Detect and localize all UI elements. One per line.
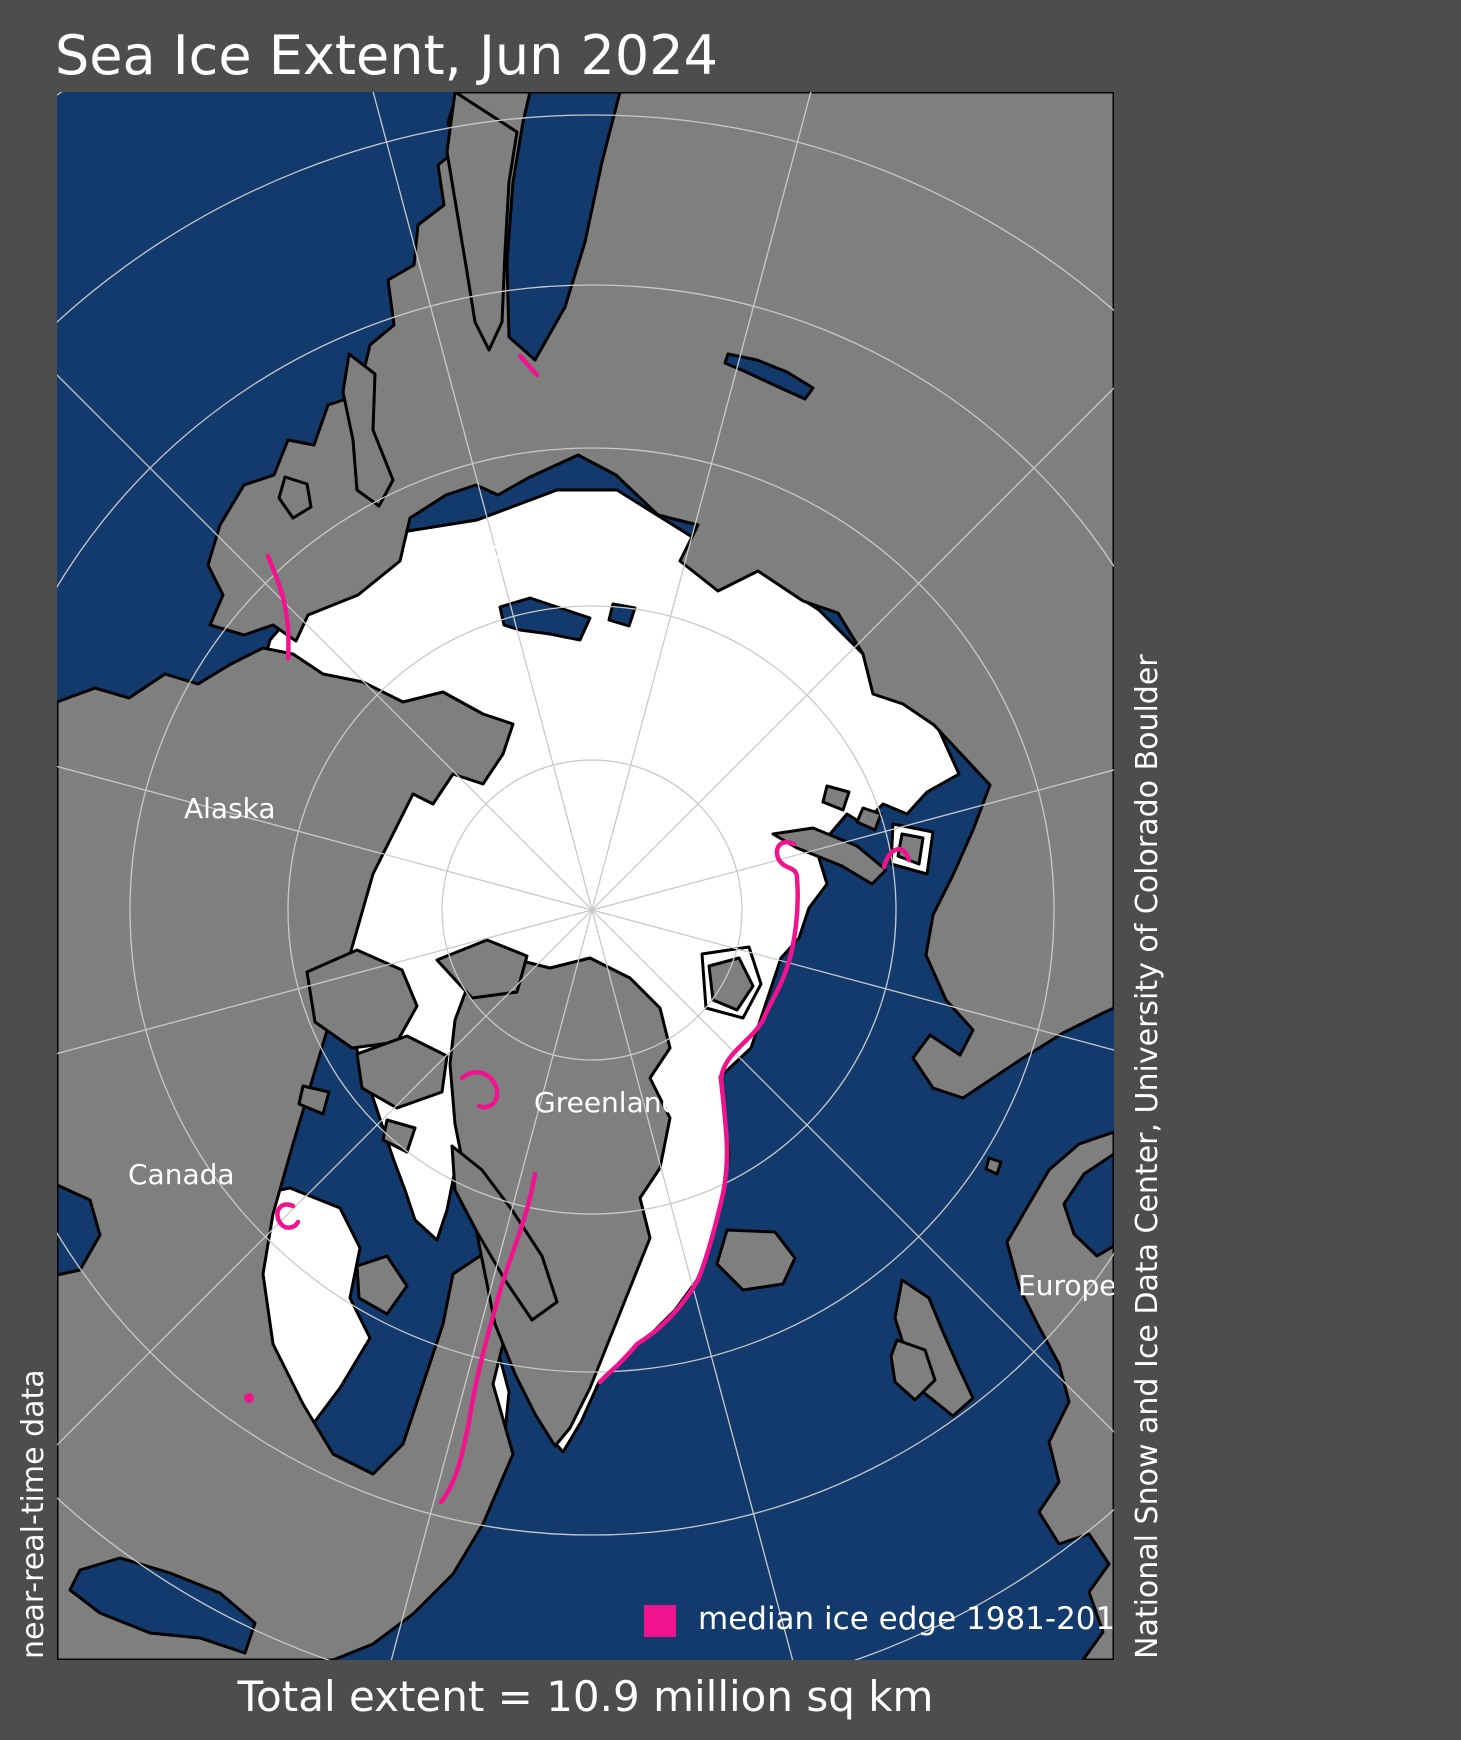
scandinavia-europe-landmass bbox=[1005, 1130, 1114, 1660]
graticule bbox=[57, 92, 1114, 1660]
median-edge-bering bbox=[265, 553, 291, 661]
nsidc-credit: National Snow and Ice Data Center, Unive… bbox=[1130, 654, 1165, 1659]
franz-josef-islet-1 bbox=[821, 784, 851, 812]
arctic-map-graphic bbox=[57, 92, 1114, 1660]
page-title: Sea Ice Extent, Jun 2024 bbox=[55, 24, 718, 87]
iceland-island bbox=[715, 1228, 797, 1292]
map-label-alaska: Alaska bbox=[184, 792, 276, 825]
lake-baikal bbox=[723, 352, 815, 401]
sakhalin-island bbox=[341, 352, 395, 508]
median-ice-edge-swatch bbox=[644, 1605, 676, 1637]
kamchatka-peninsula bbox=[445, 92, 519, 352]
sea-ice-map: Russia Alaska Canada Greenland Europe me… bbox=[57, 92, 1114, 1660]
victoria-island bbox=[355, 1034, 449, 1110]
north-america-landmass bbox=[57, 646, 515, 1660]
novaya-zemlya bbox=[771, 826, 888, 886]
gulf-of-bothnia bbox=[1062, 1152, 1114, 1258]
ireland-island bbox=[889, 1338, 937, 1402]
map-label-greenland: Greenland bbox=[534, 1086, 680, 1119]
legend-label: median ice edge 1981-2010 bbox=[698, 1601, 1114, 1637]
sea-of-okhotsk bbox=[505, 92, 622, 362]
median-edge-okhotsk bbox=[517, 353, 540, 378]
archipelago-islet-1 bbox=[297, 1084, 331, 1116]
map-label-canada: Canada bbox=[128, 1158, 235, 1191]
total-extent-text: Total extent = 10.9 million sq km bbox=[237, 1672, 934, 1721]
great-britain-island bbox=[893, 1278, 975, 1418]
map-label-russia: Russia bbox=[487, 540, 578, 573]
median-edge-lancaster bbox=[459, 1070, 500, 1110]
franz-josef-islet-2 bbox=[855, 806, 883, 832]
ice-lead-2 bbox=[607, 602, 637, 628]
median-edge-atlantic-main bbox=[597, 840, 800, 1385]
southampton-island bbox=[355, 1254, 409, 1316]
baffin-island bbox=[450, 1144, 559, 1322]
eurasia-landmass bbox=[206, 92, 1114, 1100]
median-edge-severnaya-hook bbox=[881, 847, 912, 870]
median-ice-edge-lines bbox=[244, 353, 912, 1505]
ice-lead-1 bbox=[498, 596, 592, 642]
great-lakes bbox=[68, 1556, 257, 1655]
map-label-europe: Europe bbox=[1018, 1269, 1114, 1302]
hokkaido-island bbox=[277, 475, 313, 520]
land-layer bbox=[57, 92, 1114, 1660]
near-real-time-note: near-real-time data bbox=[16, 1369, 51, 1659]
gulf-of-alaska-inlet bbox=[57, 1183, 102, 1277]
banks-island bbox=[305, 948, 419, 1050]
shetland-islet bbox=[984, 1156, 1003, 1176]
median-edge-hudson-hook bbox=[275, 1202, 301, 1230]
median-edge-hudson-dot bbox=[244, 1393, 254, 1403]
median-edge-baffin bbox=[438, 1171, 538, 1505]
